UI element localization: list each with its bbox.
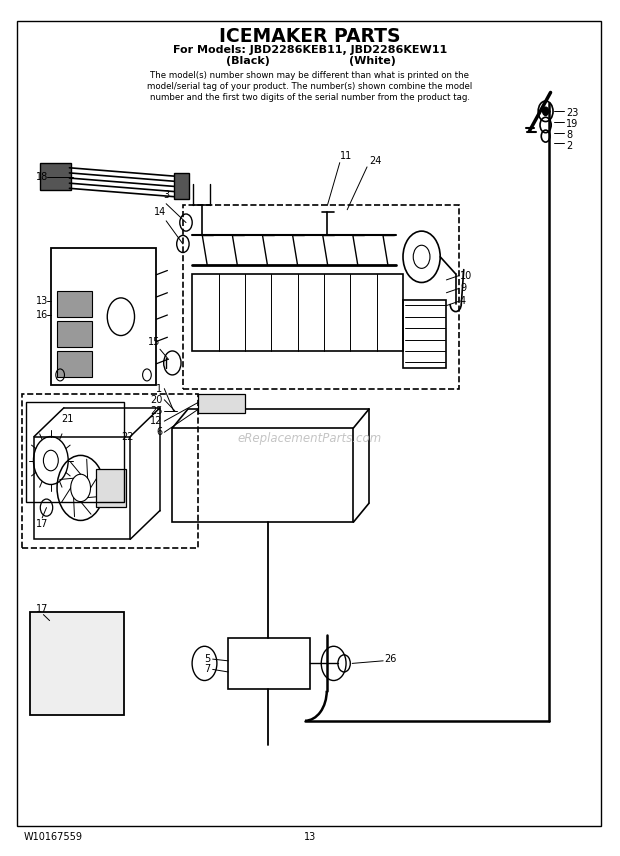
Polygon shape xyxy=(198,394,245,413)
Text: 26: 26 xyxy=(384,654,397,664)
Text: 14: 14 xyxy=(154,207,166,217)
Text: 22: 22 xyxy=(122,431,134,442)
Text: 13: 13 xyxy=(36,296,48,306)
Text: 15: 15 xyxy=(148,337,160,348)
Polygon shape xyxy=(57,351,92,377)
Text: 17: 17 xyxy=(36,604,48,615)
Text: W10167559: W10167559 xyxy=(24,832,82,842)
Text: 12: 12 xyxy=(150,416,162,426)
Polygon shape xyxy=(96,469,126,507)
Text: 6: 6 xyxy=(156,427,162,437)
Polygon shape xyxy=(30,612,124,715)
Text: 20: 20 xyxy=(150,395,162,405)
Text: number and the first two digits of the serial number from the product tag.: number and the first two digits of the s… xyxy=(150,93,470,102)
Text: ICEMAKER PARTS: ICEMAKER PARTS xyxy=(219,27,401,46)
Text: 16: 16 xyxy=(36,310,48,320)
Text: 8: 8 xyxy=(566,130,572,140)
Text: 3: 3 xyxy=(163,190,169,200)
Text: 9: 9 xyxy=(460,283,466,294)
Text: For Models: JBD2286KEB11, JBD2286KEW11: For Models: JBD2286KEB11, JBD2286KEW11 xyxy=(173,45,447,55)
Polygon shape xyxy=(40,163,71,190)
Text: 7: 7 xyxy=(205,664,211,675)
Text: 24: 24 xyxy=(369,156,381,166)
Text: (Black): (Black) xyxy=(226,56,270,66)
Polygon shape xyxy=(57,291,92,317)
Text: 13: 13 xyxy=(304,832,316,842)
Text: 23: 23 xyxy=(566,108,578,118)
Text: 21: 21 xyxy=(61,414,73,425)
Text: 18: 18 xyxy=(36,172,48,182)
Text: 11: 11 xyxy=(340,151,352,161)
Text: 17: 17 xyxy=(36,519,48,529)
Text: model/serial tag of your product. The number(s) shown combine the model: model/serial tag of your product. The nu… xyxy=(148,82,472,91)
Polygon shape xyxy=(174,173,189,199)
Text: 2: 2 xyxy=(566,141,572,152)
Text: 19: 19 xyxy=(566,119,578,129)
Text: (White): (White) xyxy=(348,56,396,66)
Text: 1: 1 xyxy=(156,383,162,394)
Text: 4: 4 xyxy=(460,296,466,306)
Text: 5: 5 xyxy=(205,654,211,664)
Circle shape xyxy=(542,107,549,116)
Text: 10: 10 xyxy=(460,270,472,281)
Text: eReplacementParts.com: eReplacementParts.com xyxy=(238,431,382,445)
Text: 25: 25 xyxy=(150,406,162,416)
Polygon shape xyxy=(57,321,92,347)
Text: The model(s) number shown may be different than what is printed on the: The model(s) number shown may be differe… xyxy=(151,71,469,80)
